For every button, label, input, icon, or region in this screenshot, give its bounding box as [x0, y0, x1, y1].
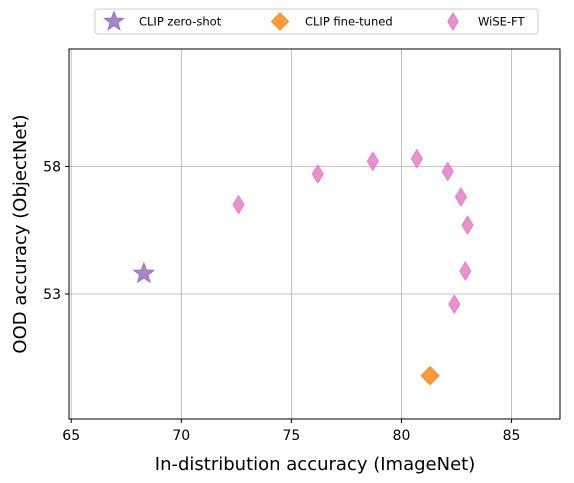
clip-fine-tuned-point [420, 365, 440, 386]
legend-marker-wise-ft [447, 11, 459, 32]
clip-zero-shot-point [132, 261, 156, 284]
x-tick-label: 65 [62, 428, 80, 444]
y-tick-label: 58 [43, 159, 61, 175]
legend-label-clip-zero-shot: CLIP zero-shot [139, 15, 222, 29]
plot-frame [68, 48, 561, 420]
wise-ft-point [459, 261, 472, 281]
x-tick-label: 75 [282, 428, 300, 444]
wise-ft-point [311, 164, 324, 184]
wise-ft-point [232, 194, 245, 215]
x-tick-label: 70 [172, 428, 190, 444]
wise-ft-point [441, 161, 454, 182]
wise-ft-point [410, 148, 423, 169]
legend-frame [94, 8, 539, 35]
legend-marker-clip-fine-tuned [270, 12, 290, 31]
x-tick-label: 85 [503, 428, 521, 444]
wise-ft-point [448, 294, 461, 315]
wise-ft-point [454, 187, 468, 207]
axis-ticks: 65 70 75 80 85 53 58 [43, 159, 520, 444]
legend: CLIP zero-shot CLIP fine-tuned WiSE-FT [94, 8, 539, 35]
legend-marker-clip-zero-shot [103, 10, 125, 31]
y-axis-label: OOD accuracy (ObjectNet) [10, 114, 31, 353]
data-points [132, 148, 474, 386]
grid-lines [69, 49, 560, 419]
legend-label-wise-ft: WiSE-FT [478, 15, 525, 29]
x-axis-label: In-distribution accuracy (ImageNet) [155, 454, 475, 475]
legend-label-clip-fine-tuned: CLIP fine-tuned [305, 15, 393, 29]
wise-ft-point [461, 215, 474, 236]
x-tick-label: 80 [393, 428, 411, 444]
y-tick-label: 53 [43, 287, 61, 303]
plot-area [69, 49, 560, 419]
wise-ft-point [366, 151, 379, 172]
